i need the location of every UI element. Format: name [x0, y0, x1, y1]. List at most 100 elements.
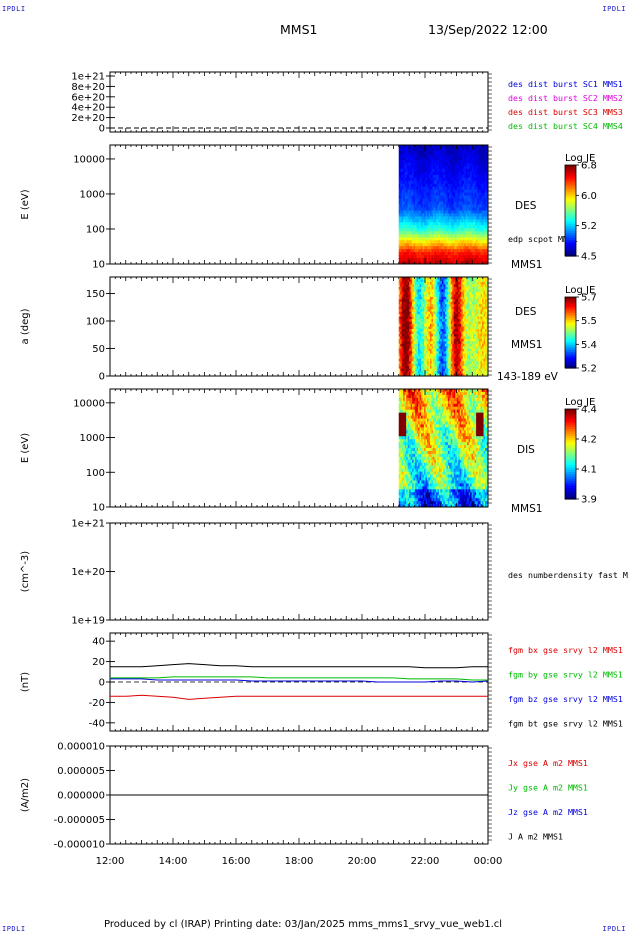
- des-energy-cell: [400, 150, 403, 155]
- des-energy-cell: [455, 210, 458, 214]
- des-pitch-cell: [452, 338, 455, 342]
- des-energy-cell: [483, 216, 486, 220]
- burst-ytick-label: 2e+20: [71, 113, 105, 124]
- des-pitch-cell: [407, 351, 410, 355]
- des-energy-cell: [446, 249, 449, 253]
- des-energy-cell: [440, 255, 443, 259]
- des-energy-cell: [406, 180, 409, 185]
- des-energy-cell: [464, 249, 467, 253]
- des-energy-cell: [438, 222, 441, 226]
- des-energy-cell: [447, 183, 450, 188]
- des-energy-cell: [421, 177, 424, 182]
- des-pitch-cell: [441, 294, 444, 298]
- burst-legend-1: des dist burst SC1 MMS1: [508, 79, 623, 89]
- des-energy-cell: [440, 192, 443, 197]
- des-pitch-cell: [461, 351, 464, 355]
- des-pitch-cell: [434, 346, 437, 350]
- des-energy-cell: [416, 255, 419, 259]
- des-energy-cell: [461, 258, 464, 262]
- des-energy-cell: [464, 174, 467, 179]
- des-energy-cell: [459, 210, 462, 214]
- des-energy-cell: [483, 231, 486, 235]
- des-pitch-cell: [476, 281, 479, 285]
- des-pitch-cell: [474, 343, 477, 347]
- des-energy-cell: [444, 150, 447, 155]
- des-pitch-cell: [455, 348, 458, 352]
- des-energy-cell: [461, 171, 464, 176]
- des-pitch-cell: [424, 356, 427, 360]
- des-energy-cell: [447, 204, 450, 208]
- des-pitch-cell: [443, 301, 446, 305]
- des-energy-cell: [465, 153, 468, 158]
- des-energy-cell: [416, 201, 419, 205]
- des-energy-cell: [403, 222, 406, 226]
- des-energy-cell: [425, 153, 428, 158]
- des-pitch-cell: [428, 284, 431, 288]
- des-pitch-cell: [403, 353, 406, 357]
- des-energy-cell: [462, 171, 465, 176]
- des-energy-cell: [458, 216, 461, 220]
- des-pitch-cell: [452, 277, 455, 280]
- des-pitch-cell: [444, 279, 447, 283]
- des-pitch-cell: [398, 371, 401, 375]
- des-pitch-cell: [409, 324, 412, 327]
- des-energy-cell: [458, 219, 461, 223]
- des-energy-cell: [418, 204, 421, 208]
- des-pitch-cell: [418, 341, 421, 345]
- des-energy-cell: [410, 145, 413, 149]
- des-energy-cell: [473, 207, 476, 211]
- des-pitch-cell: [476, 324, 479, 327]
- des-energy-cell: [421, 174, 424, 179]
- des-pitch-cell: [470, 296, 473, 300]
- des-energy-cell: [482, 192, 485, 197]
- des-energy-cell: [407, 249, 410, 253]
- des-pitch-cell: [477, 304, 480, 308]
- des-energy-cell: [398, 156, 401, 161]
- des-pitch-cell: [418, 304, 421, 308]
- des-pitch-cell: [401, 346, 404, 350]
- des-pitch-cell: [462, 306, 465, 310]
- des-energy-cell: [437, 195, 440, 200]
- des-pitch-cell: [424, 289, 427, 293]
- des-pitch-cell: [470, 314, 473, 318]
- des-energy-cell: [443, 168, 446, 173]
- des-pitch-cell: [429, 304, 432, 308]
- des-energy-cell: [476, 189, 479, 194]
- des-pitch-cell: [403, 368, 406, 372]
- des-pitch-cell: [450, 373, 453, 377]
- des-energy-cell: [444, 174, 447, 179]
- des-energy-cell: [428, 216, 431, 220]
- des-energy-cell: [459, 162, 462, 167]
- des-pitch-cell: [443, 291, 446, 295]
- des-pitch-cell: [418, 314, 421, 318]
- des-energy-cell: [477, 210, 480, 214]
- des-energy-cell: [470, 145, 473, 149]
- des-pitch-cell: [428, 351, 431, 355]
- des-energy-cell: [461, 168, 464, 173]
- des-energy-cell: [425, 145, 428, 149]
- des-energy-cell: [401, 168, 404, 173]
- des-pitch-cell: [435, 314, 438, 318]
- des-pitch-cell: [428, 301, 431, 305]
- des-energy-cell: [400, 183, 403, 188]
- des-pitch-cell: [467, 309, 470, 313]
- des-pitch-cell: [427, 284, 429, 288]
- des-pitch-cell: [455, 291, 458, 295]
- des-pitch-cell: [418, 279, 421, 283]
- des-pitch-cell: [453, 353, 456, 357]
- des-energy-cell: [464, 243, 467, 247]
- des-pitch-cell: [437, 351, 440, 355]
- des-pitch-cell: [453, 346, 456, 350]
- des-energy-cell: [407, 258, 410, 262]
- des-energy-cell: [471, 171, 474, 176]
- des-pitch-cell: [410, 279, 413, 283]
- des-pitch-cell: [473, 291, 476, 295]
- des-energy-cell: [431, 228, 434, 232]
- des-pitch-cell: [416, 306, 419, 310]
- des-pitch-cell: [474, 346, 477, 350]
- des-energy-cell: [440, 234, 443, 238]
- des-energy-cell: [467, 249, 470, 253]
- des-pitch-cell: [455, 343, 458, 347]
- des-pitch-cell: [400, 284, 403, 288]
- des-energy-cell: [465, 168, 468, 173]
